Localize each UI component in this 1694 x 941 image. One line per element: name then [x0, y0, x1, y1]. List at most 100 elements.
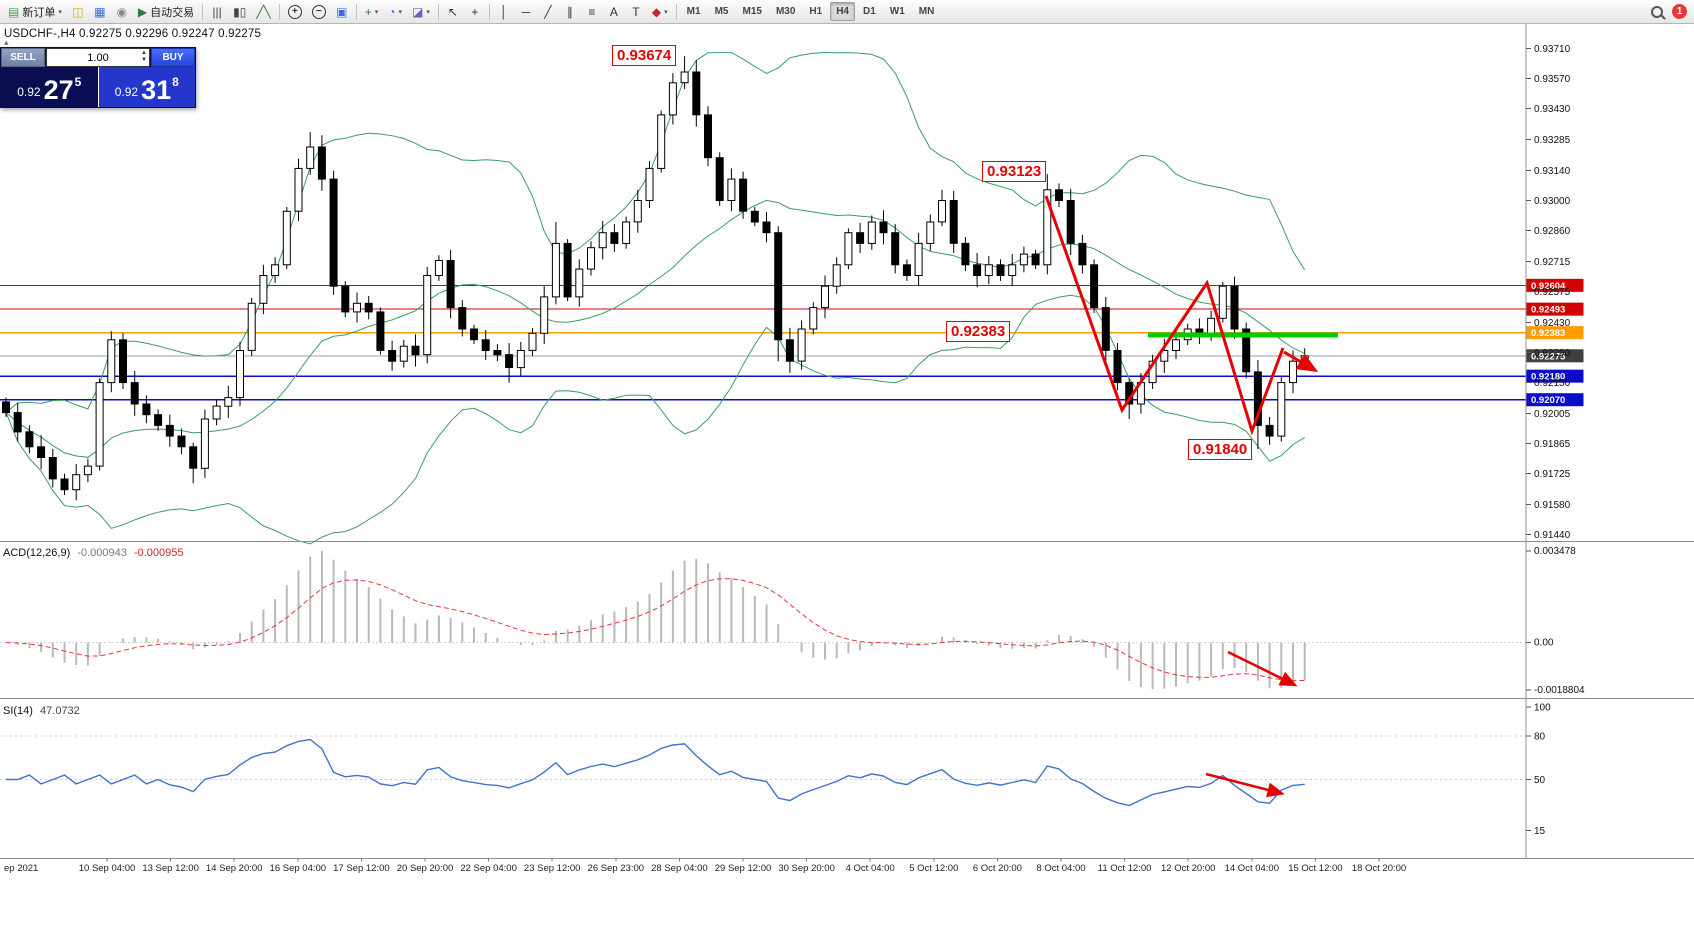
indicators-add-icon[interactable]: + ▾: [361, 2, 383, 22]
price-axis-tick: 0.91865: [1534, 439, 1571, 450]
rsi-value: 47.0732: [40, 705, 80, 717]
volume-stepper[interactable]: ▲ ▼: [141, 50, 147, 64]
price-tag-0.92180: 0.92180: [1526, 369, 1584, 383]
fibonacci-icon: ≡: [588, 4, 596, 19]
text-label-icon: T: [632, 4, 640, 19]
candle: [704, 114, 712, 159]
arrows-shapes-icon: ◆: [651, 4, 662, 19]
volume-input[interactable]: 1.00 ▲ ▼: [46, 48, 150, 67]
periods-icon[interactable]: ◔ ▾: [384, 2, 406, 22]
price-annotation-0.91840: 0.91840: [1188, 439, 1253, 460]
vertical-line-icon[interactable]: │: [494, 2, 514, 22]
price-axis-tick: 0.93710: [1534, 44, 1571, 55]
crosshair-icon[interactable]: +: [465, 2, 485, 22]
timeframe-m5[interactable]: M5: [714, 6, 729, 17]
text-icon[interactable]: A: [604, 2, 624, 22]
timeframe-m1[interactable]: M1: [686, 6, 701, 17]
timeframe-h1[interactable]: H1: [809, 6, 823, 17]
macd-forecast-arrow[interactable]: [1227, 650, 1298, 687]
ohlc-bars-chart-icon[interactable]: |||: [207, 2, 227, 22]
candle: [329, 178, 338, 287]
price-axis-tick: 0.93430: [1534, 104, 1571, 115]
sell-price-sup: 5: [74, 75, 82, 89]
candle: [821, 285, 829, 309]
timeframe-mn[interactable]: MN: [918, 6, 935, 17]
candle: [259, 275, 268, 304]
price-axis-tick: 0.93140: [1534, 166, 1571, 177]
templates-icon[interactable]: ◪ ▾: [408, 2, 434, 22]
price-axis-tick: 0.91440: [1534, 530, 1571, 541]
notification-badge[interactable]: 1: [1672, 4, 1687, 19]
candle: [1031, 253, 1040, 266]
cursor-icon: ↖: [447, 4, 458, 19]
time-axis-label: 6 Oct 20:00: [973, 863, 1022, 874]
candle: [645, 167, 654, 201]
text-label-icon[interactable]: T: [626, 2, 646, 22]
market-watch-icon[interactable]: ▦: [90, 2, 110, 22]
candlestick-chart-icon[interactable]: ▮▯: [229, 2, 250, 22]
equidistant-channel-icon[interactable]: ∥: [560, 2, 580, 22]
fibonacci-icon[interactable]: ≡: [582, 2, 602, 22]
new-order-button[interactable]: ▤ 新订单 ▾: [4, 2, 66, 22]
tile-windows-icon[interactable]: ▣: [332, 2, 352, 22]
candle: [996, 264, 1005, 276]
sell-button[interactable]: SELL: [1, 48, 45, 67]
sell-price[interactable]: 0.92 27 5: [1, 67, 98, 107]
candle: [1218, 285, 1227, 319]
trend-forecast-arrow[interactable]: [1283, 350, 1319, 373]
timeframe-w1[interactable]: W1: [889, 6, 905, 17]
templates-icon: ◪: [412, 4, 424, 19]
buy-price[interactable]: 0.92 31 8: [98, 67, 195, 107]
charts-profile-icon[interactable]: ◫: [68, 2, 88, 22]
candle: [13, 412, 22, 433]
candle: [1019, 253, 1028, 266]
zoom-out-icon[interactable]: −: [308, 2, 330, 22]
trade-panel-collapse-icon[interactable]: ▴: [4, 37, 9, 47]
auto-trading-button[interactable]: ▶ 自动交易: [134, 2, 198, 22]
candle: [926, 221, 935, 244]
time-axis-label: 16 Sep 04:00: [270, 863, 327, 874]
one-click-trade-panel: SELL 1.00 ▲ ▼ BUY 0.92 27 5 0.92 31 8: [0, 47, 196, 108]
timeframe-d1[interactable]: D1: [862, 6, 876, 17]
time-axis-label: 20 Sep 20:00: [397, 863, 454, 874]
buy-button[interactable]: BUY: [151, 48, 195, 67]
search-button[interactable]: [1647, 2, 1667, 22]
candle: [739, 178, 748, 212]
time-axis-label: 14 Oct 04:00: [1225, 863, 1279, 874]
trendline-icon[interactable]: ╱: [538, 2, 558, 22]
candle: [154, 414, 163, 426]
trend-zigzag-arrow[interactable]: [1044, 195, 1285, 436]
candle: [212, 405, 221, 420]
candle: [434, 260, 443, 276]
rsi-forecast-arrow[interactable]: [1205, 772, 1285, 798]
candle: [797, 328, 806, 362]
new-order-button-label: 新订单: [22, 6, 56, 19]
timeframe-h4[interactable]: H4: [830, 2, 855, 21]
candle: [610, 232, 619, 244]
zoom-in-icon[interactable]: +: [284, 2, 306, 22]
time-axis-label: 14 Sep 20:00: [206, 863, 263, 874]
timeframe-m15[interactable]: M15: [742, 6, 762, 17]
chart-ohlc-header: USDCHF-,H4 0.92275 0.92296 0.92247 0.922…: [4, 28, 262, 40]
candle: [1066, 200, 1075, 244]
stepper-down-icon[interactable]: ▼: [141, 57, 147, 63]
rsi-name: SI(14): [3, 705, 33, 717]
time-axis-label: 29 Sep 12:00: [715, 863, 772, 874]
cursor-icon[interactable]: ↖: [443, 2, 463, 22]
arrows-shapes-icon[interactable]: ◆ ▾: [648, 2, 672, 22]
stepper-up-icon[interactable]: ▲: [141, 50, 147, 56]
rsi-indicator-label: SI(14) 47.0732: [3, 705, 80, 717]
sell-price-prefix: 0.92: [17, 85, 41, 99]
candle: [973, 264, 982, 276]
horizontal-line-icon[interactable]: ─: [516, 2, 536, 22]
price-axis-tick: 0.93000: [1534, 196, 1571, 207]
line-chart-icon[interactable]: ╱╲: [252, 2, 274, 22]
timeframe-m30[interactable]: M30: [775, 6, 796, 17]
navigator-icon[interactable]: ◉: [112, 2, 132, 22]
candle: [130, 382, 139, 405]
candle: [411, 345, 420, 356]
candle: [551, 242, 560, 298]
candle: [856, 232, 865, 244]
